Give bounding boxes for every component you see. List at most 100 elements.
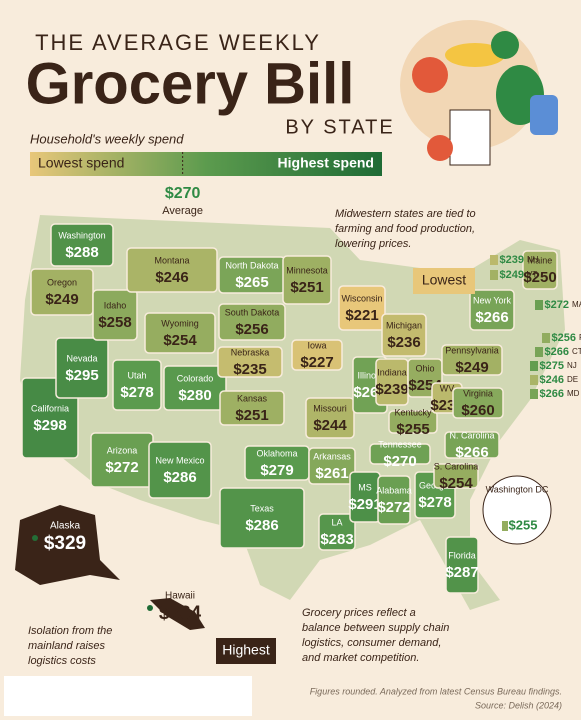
state-tile xyxy=(163,365,227,411)
states: Washington $288 Oregon $249 California $298 Ne… xyxy=(21,223,581,624)
state-tile xyxy=(219,487,305,549)
state-value: $251 xyxy=(235,407,268,424)
state-tile xyxy=(445,536,479,594)
state-value: $249 xyxy=(45,291,78,308)
state-name: DE xyxy=(567,375,578,384)
annotation: balance between supply chain xyxy=(302,622,449,634)
state-swatch xyxy=(535,347,543,357)
state-tile xyxy=(369,443,431,465)
annotation: farming and food production, xyxy=(335,223,475,235)
state-value: $255 xyxy=(396,421,429,438)
state-name: Wyoming xyxy=(161,318,198,328)
state-tile xyxy=(148,441,212,499)
annotation: Grocery prices reflect a xyxy=(302,607,416,619)
state-value: $288 xyxy=(65,244,98,261)
annotation: logistics costs xyxy=(28,655,96,667)
state-value: $221 xyxy=(345,307,378,324)
average-text: Average xyxy=(162,205,203,217)
state-value: $249 xyxy=(500,269,524,281)
state-name: S. Carolina xyxy=(434,461,479,471)
annotation: logistics, consumer demand, xyxy=(302,637,441,649)
state-name: Oregon xyxy=(47,277,77,287)
state-name: Wisconsin xyxy=(341,293,382,303)
state-value: $256 xyxy=(552,332,576,344)
state-swatch xyxy=(530,375,538,385)
state-name: RI xyxy=(579,333,581,342)
state-value: $286 xyxy=(245,517,278,534)
state-value: $298 xyxy=(33,417,66,434)
state-value: $251 xyxy=(290,279,323,296)
state-name: VT xyxy=(527,270,537,279)
state-tile xyxy=(55,337,109,399)
state-name: Virginia xyxy=(463,388,493,398)
state-swatch xyxy=(542,333,550,343)
state-value: $275 xyxy=(540,360,564,372)
state-value: $279 xyxy=(260,462,293,479)
state-value: $254 xyxy=(163,332,197,349)
state-tile xyxy=(444,431,500,459)
state-swatch xyxy=(530,361,538,371)
state-value: $295 xyxy=(65,367,98,384)
annotation: and market competition. xyxy=(302,652,419,664)
state-name: Arizona xyxy=(107,445,138,455)
state-name: LA xyxy=(331,517,342,527)
state-tile xyxy=(433,463,479,489)
title-main: Grocery Bill xyxy=(26,51,355,116)
state-tile xyxy=(50,223,114,267)
dc-name: Washington DC xyxy=(486,484,549,494)
annotation: mainland raises xyxy=(28,640,106,652)
state-name: CT xyxy=(572,347,581,356)
state-name: Missouri xyxy=(313,403,347,413)
state-name: Pennsylvania xyxy=(445,345,499,355)
state-name: Indiana xyxy=(377,367,407,377)
state-name: NJ xyxy=(567,361,577,370)
state-name: NH xyxy=(527,255,539,264)
state-value: $272 xyxy=(545,299,569,311)
state-value: $239 xyxy=(500,254,524,266)
state-value: $246 xyxy=(155,269,188,286)
annotation: lowering prices. xyxy=(335,238,411,250)
footnote: Figures rounded. Analyzed from latest Ce… xyxy=(310,686,562,696)
state-name: Nebraska xyxy=(231,347,270,357)
state-name: Oklahoma xyxy=(256,448,297,458)
state-tile xyxy=(218,303,286,341)
legend-average: $270 Average xyxy=(162,152,203,217)
state-name: Alabama xyxy=(376,485,412,495)
highest-callout xyxy=(216,638,276,664)
state-name: Washington xyxy=(58,230,105,240)
subtitle: Household's weekly spend xyxy=(30,131,184,146)
state-value: $266 xyxy=(540,388,564,400)
state-name: Nevada xyxy=(66,353,97,363)
state-tile xyxy=(291,339,343,371)
state-tile xyxy=(219,390,285,426)
state-name: MS xyxy=(358,482,372,492)
state-value: $249 xyxy=(455,359,488,376)
state-value: $270 xyxy=(383,453,416,470)
state-name: Minnesota xyxy=(286,265,328,275)
state-value: $266 xyxy=(475,309,508,326)
state-name: Kentucky xyxy=(394,407,432,417)
lowest-callout xyxy=(413,268,475,294)
state-tile xyxy=(308,447,356,485)
state-name: New Mexico xyxy=(155,455,204,465)
state-name: Kansas xyxy=(237,393,268,403)
state-value: $287 xyxy=(445,564,478,581)
state-value: $272 xyxy=(105,459,138,476)
state-value: $266 xyxy=(545,346,569,358)
state-value: $254 xyxy=(439,475,473,492)
state-tile xyxy=(441,344,503,376)
state-value: $291 xyxy=(348,496,381,513)
state-name: Alaska xyxy=(50,521,80,532)
state-name: N. Carolina xyxy=(449,430,494,440)
state-value: $246 xyxy=(540,374,564,386)
state-tile xyxy=(452,387,504,419)
state-value: $260 xyxy=(461,402,494,419)
state-tile xyxy=(217,346,283,378)
state-value: $227 xyxy=(300,354,333,371)
state-value: $266 xyxy=(455,444,488,461)
state-tile xyxy=(381,313,427,357)
state-name: Maine xyxy=(528,255,553,265)
state-tile xyxy=(144,312,216,354)
state-value: $272 xyxy=(377,499,410,516)
